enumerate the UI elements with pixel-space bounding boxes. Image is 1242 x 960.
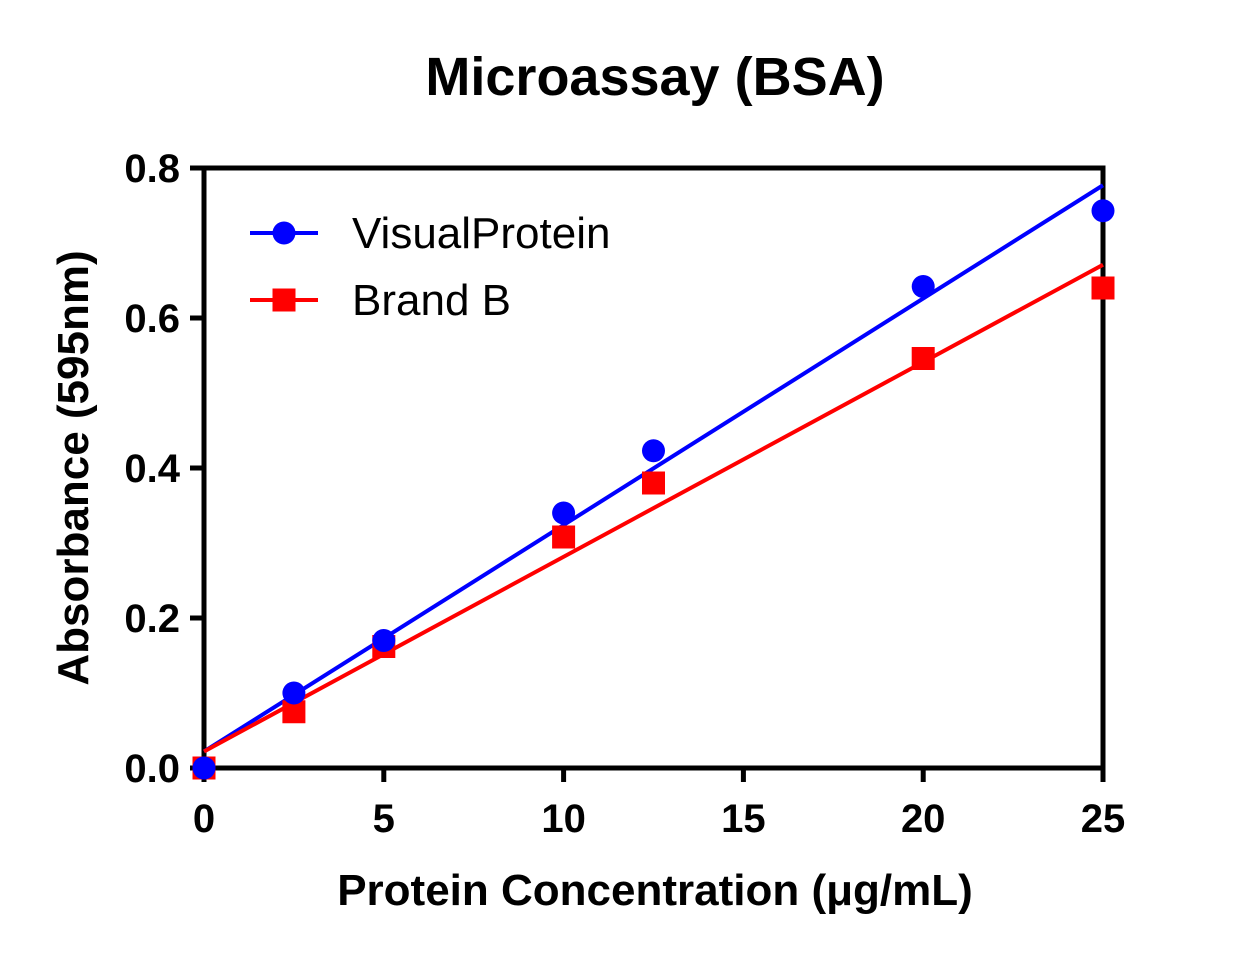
y-tick-label: 0.2 bbox=[124, 597, 180, 641]
y-axis-label: Absorbance (595nm) bbox=[49, 250, 98, 685]
data-point-visualprotein bbox=[1091, 199, 1115, 223]
legend-marker-brand-b bbox=[272, 288, 296, 312]
x-tick-label: 15 bbox=[721, 797, 766, 841]
data-point-visualprotein bbox=[911, 275, 935, 298]
x-tick-label: 20 bbox=[901, 797, 946, 841]
legend: VisualProtein Brand B bbox=[250, 209, 610, 325]
data-point-visualprotein bbox=[282, 681, 306, 705]
data-point-brand-b bbox=[282, 700, 306, 724]
x-axis: 0 5 10 15 20 25 bbox=[193, 768, 1125, 841]
fit-line-brand-b bbox=[203, 262, 1104, 754]
data-point-visualprotein bbox=[192, 756, 216, 780]
y-axis: 0.0 0.2 0.4 0.6 0.8 bbox=[124, 147, 204, 791]
x-tick-label: 0 bbox=[193, 797, 215, 841]
data-point-brand-b bbox=[642, 471, 665, 495]
data-point-visualprotein bbox=[552, 501, 576, 525]
data-markers bbox=[192, 199, 1115, 780]
fit-lines bbox=[202, 183, 1105, 754]
chart-title: Microassay (BSA) bbox=[425, 47, 884, 107]
y-tick-label: 0.6 bbox=[124, 297, 180, 341]
y-tick-label: 0.4 bbox=[124, 447, 180, 491]
legend-label-visualprotein: VisualProtein bbox=[352, 209, 610, 258]
data-point-brand-b bbox=[552, 525, 576, 549]
data-point-brand-b bbox=[1091, 276, 1115, 300]
data-point-visualprotein bbox=[372, 629, 396, 652]
legend-label-brand-b: Brand B bbox=[352, 276, 511, 325]
data-point-visualprotein bbox=[642, 439, 665, 463]
x-tick-label: 10 bbox=[541, 797, 586, 841]
fit-line-visualprotein bbox=[202, 183, 1105, 754]
y-tick-label: 0.0 bbox=[124, 747, 180, 791]
x-tick-label: 25 bbox=[1081, 797, 1126, 841]
data-point-brand-b bbox=[911, 347, 935, 370]
x-axis-label: Protein Concentration (μg/mL) bbox=[337, 866, 973, 915]
y-tick-label: 0.8 bbox=[124, 147, 180, 191]
legend-marker-visualprotein bbox=[272, 221, 296, 245]
x-tick-label: 5 bbox=[373, 797, 395, 841]
